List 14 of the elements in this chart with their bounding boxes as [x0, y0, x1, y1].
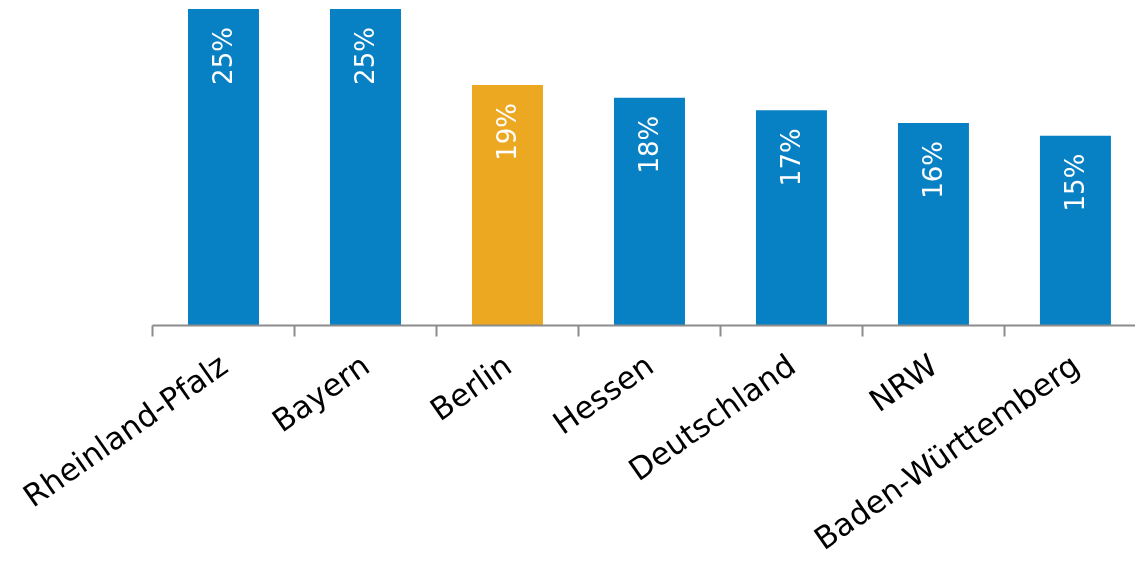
data-label: 15%	[1060, 153, 1091, 212]
data-label: 16%	[918, 141, 949, 199]
data-label: 25%	[208, 27, 239, 85]
data-label: 17%	[776, 128, 807, 187]
bar	[613, 97, 685, 326]
bar	[188, 9, 259, 326]
bar	[329, 9, 401, 326]
bar	[897, 123, 969, 326]
bar	[755, 110, 827, 326]
data-label: 25%	[350, 27, 381, 85]
data-label: 19%	[492, 103, 523, 161]
bar	[1039, 135, 1111, 326]
bar	[471, 85, 543, 326]
data-label: 18%	[634, 115, 665, 174]
